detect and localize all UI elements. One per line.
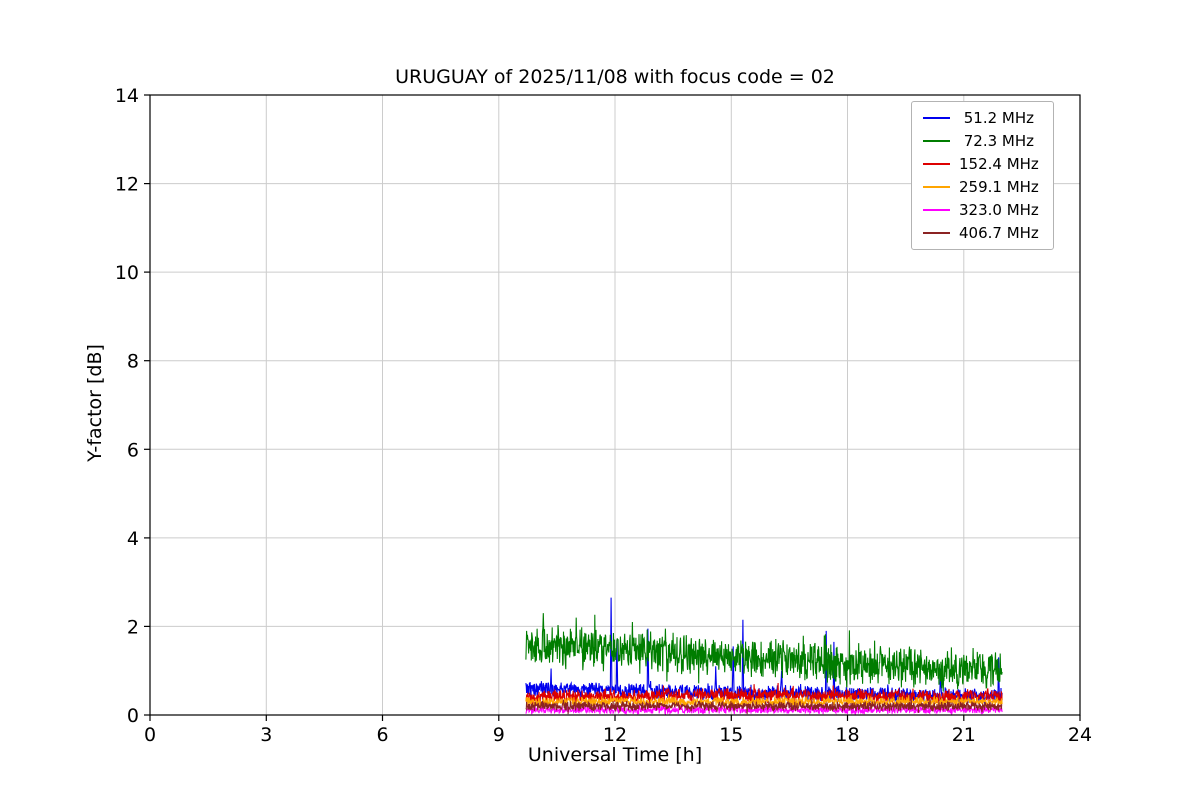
x-axis-label: Universal Time [h] (527, 744, 703, 766)
chart-title: URUGUAY of 2025/11/08 with focus code = … (395, 66, 835, 88)
x-tick-label: 18 (835, 724, 859, 746)
y-tick-label: 0 (127, 705, 139, 727)
legend-item-label: 72.3 MHz (959, 132, 1035, 150)
legend-line-swatch (923, 163, 950, 165)
y-tick-label: 10 (115, 262, 139, 284)
x-tick-label: 6 (376, 724, 388, 746)
legend-item: 406.7 MHz (923, 224, 1039, 242)
series-line-406-7-MHz (525, 698, 1003, 715)
y-tick-label: 2 (127, 616, 139, 638)
y-tick-label: 6 (127, 439, 139, 461)
y-tick-label: 8 (127, 351, 139, 373)
y-tick-label: 14 (115, 85, 139, 107)
series-line-259-1-MHz (525, 694, 1003, 710)
x-tick-label: 9 (493, 724, 505, 746)
x-tick-label: 15 (719, 724, 743, 746)
legend-item: 323.0 MHz (923, 201, 1039, 219)
y-tick-label: 12 (115, 174, 139, 196)
legend-item-label: 323.0 MHz (959, 201, 1039, 219)
legend-item-label: 51.2 MHz (959, 109, 1035, 127)
x-tick-label: 21 (952, 724, 976, 746)
legend-line-swatch (923, 140, 950, 142)
legend-item: 72.3 MHz (923, 132, 1039, 150)
legend-item: 51.2 MHz (923, 109, 1039, 127)
x-tick-label: 12 (603, 724, 627, 746)
y-tick-label: 4 (127, 528, 139, 550)
legend-item: 152.4 MHz (923, 155, 1039, 173)
x-tick-label: 24 (1068, 724, 1092, 746)
legend-item-label: 152.4 MHz (959, 155, 1039, 173)
legend-item-label: 259.1 MHz (959, 178, 1039, 196)
legend-item: 259.1 MHz (923, 178, 1039, 196)
legend-line-swatch (923, 232, 950, 234)
x-tick-label: 3 (260, 724, 272, 746)
series-line-72-3-MHz (525, 613, 1003, 692)
legend: 51.2 MHz 72.3 MHz 152.4 MHz 259.1 MHz 323.0… (911, 101, 1054, 250)
legend-item-label: 406.7 MHz (959, 224, 1039, 242)
y-axis-label: Y-factor [dB] (84, 344, 106, 462)
series-line-152-4-MHz (525, 682, 1003, 710)
legend-line-swatch (923, 117, 950, 119)
legend-line-swatch (923, 209, 950, 211)
legend-line-swatch (923, 186, 950, 188)
x-tick-label: 0 (144, 724, 156, 746)
